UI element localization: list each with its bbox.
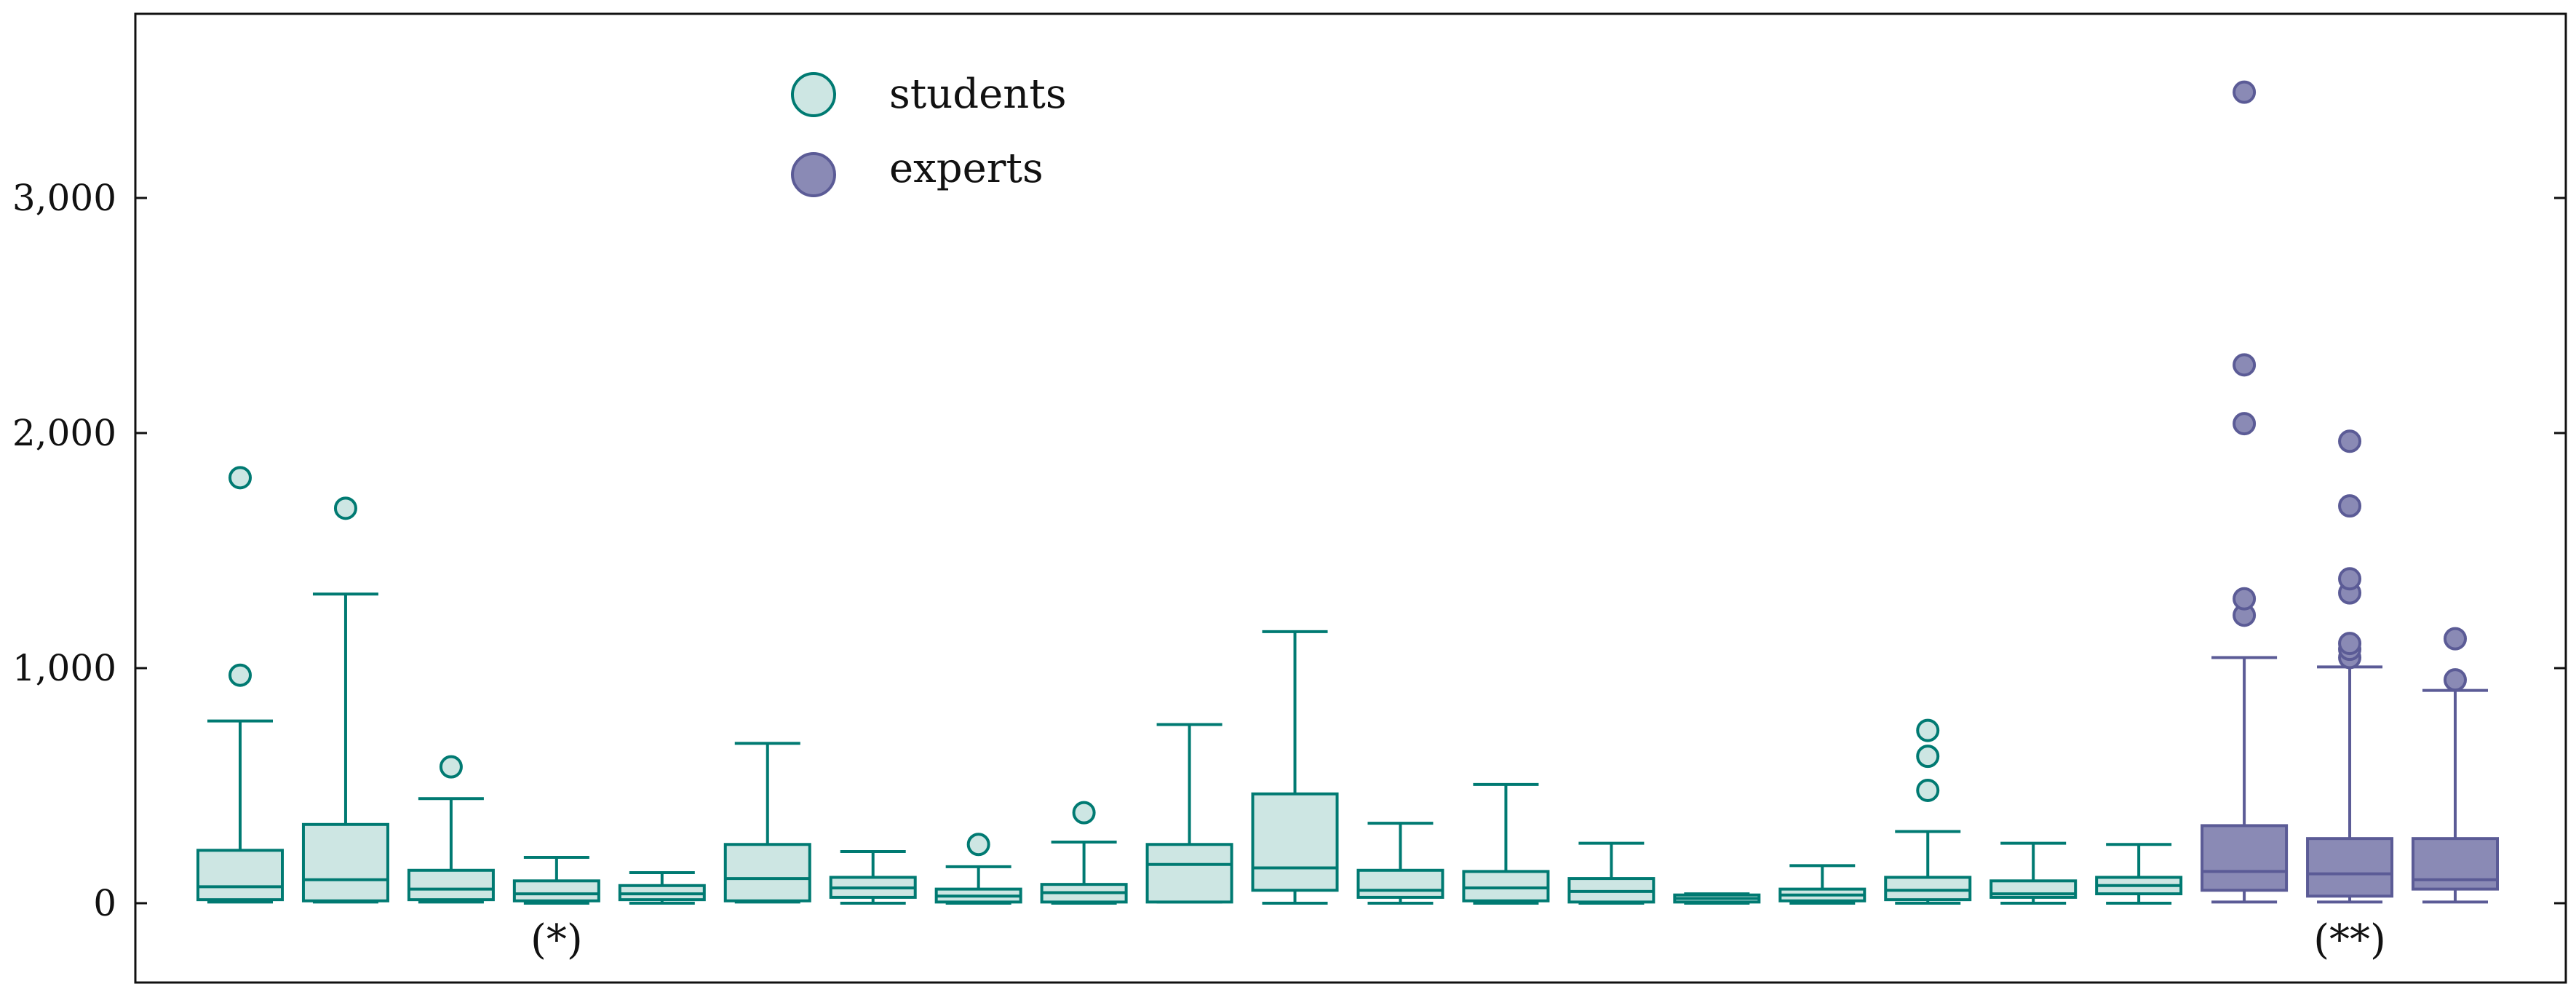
outlier-point <box>2338 429 2362 453</box>
box-11 <box>1251 630 1339 905</box>
box-iqr <box>196 849 284 902</box>
box-1 <box>196 466 284 904</box>
outlier-point <box>1916 745 1940 769</box>
box-14 <box>1567 841 1655 905</box>
box-10 <box>1145 723 1233 904</box>
box-iqr <box>2201 824 2289 892</box>
box-iqr <box>1356 868 1444 899</box>
outlier-point <box>2338 632 2362 656</box>
box-7 <box>829 849 917 905</box>
significance-annotation: (**) <box>2313 916 2386 964</box>
outlier-point <box>1916 778 1940 802</box>
box-iqr <box>512 879 600 902</box>
box-9 <box>1040 801 1128 905</box>
outlier-point <box>2233 412 2257 436</box>
box-5 <box>618 871 706 905</box>
outlier-point <box>439 755 463 779</box>
outlier-point <box>1072 801 1096 825</box>
box-22 <box>2412 627 2499 904</box>
outlier-point <box>2233 80 2257 104</box>
box-21 <box>2306 429 2394 904</box>
box-iqr <box>1251 792 1339 892</box>
box-iqr <box>1145 843 1233 904</box>
box-iqr <box>301 822 389 902</box>
box-16 <box>1778 864 1867 905</box>
y-tick-label: 2,000 <box>12 412 116 454</box>
outlier-point <box>2444 627 2467 651</box>
box-4 <box>512 856 600 905</box>
box-15 <box>1673 892 1761 905</box>
y-tick-label: 3,000 <box>12 177 116 219</box>
box-3 <box>407 755 495 904</box>
box-8 <box>934 833 1022 905</box>
outlier-point <box>2338 494 2362 518</box>
box-18 <box>1989 841 2078 905</box>
outlier-point <box>333 496 357 520</box>
legend-marker-students <box>791 72 836 117</box>
box-17 <box>1884 718 1972 905</box>
box-iqr <box>723 843 811 902</box>
legend-marker-experts <box>791 152 836 197</box>
box-19 <box>2095 843 2183 905</box>
box-iqr <box>2412 837 2499 891</box>
y-tick-label: 0 <box>93 882 116 924</box>
box-group <box>196 80 2499 905</box>
legend: students experts <box>791 71 1067 197</box>
outlier-point <box>1916 718 1940 742</box>
outlier-point <box>2233 353 2257 377</box>
box-iqr <box>1884 876 1972 902</box>
annotation-group: (*) (**) <box>530 916 2386 964</box>
outlier-point <box>966 833 990 857</box>
box-13 <box>1462 782 1550 905</box>
y-axis: 0 1,000 2,000 3,000 <box>12 177 2566 924</box>
box-2 <box>301 496 389 904</box>
box-20 <box>2201 80 2289 904</box>
outlier-point <box>2338 567 2362 591</box>
outlier-point <box>228 663 252 687</box>
y-tick-label: 1,000 <box>12 647 116 689</box>
box-iqr <box>407 868 495 902</box>
box-6 <box>723 742 811 904</box>
outlier-point <box>228 466 252 490</box>
box-iqr <box>2306 837 2394 898</box>
box-iqr <box>1462 870 1550 902</box>
significance-annotation: (*) <box>530 916 583 964</box>
legend-label-experts: experts <box>889 145 1043 192</box>
box-12 <box>1356 822 1444 905</box>
outlier-point <box>2233 587 2257 611</box>
plot-frame <box>134 12 2567 984</box>
legend-label-students: students <box>889 71 1067 118</box>
outlier-point <box>2444 668 2467 692</box>
